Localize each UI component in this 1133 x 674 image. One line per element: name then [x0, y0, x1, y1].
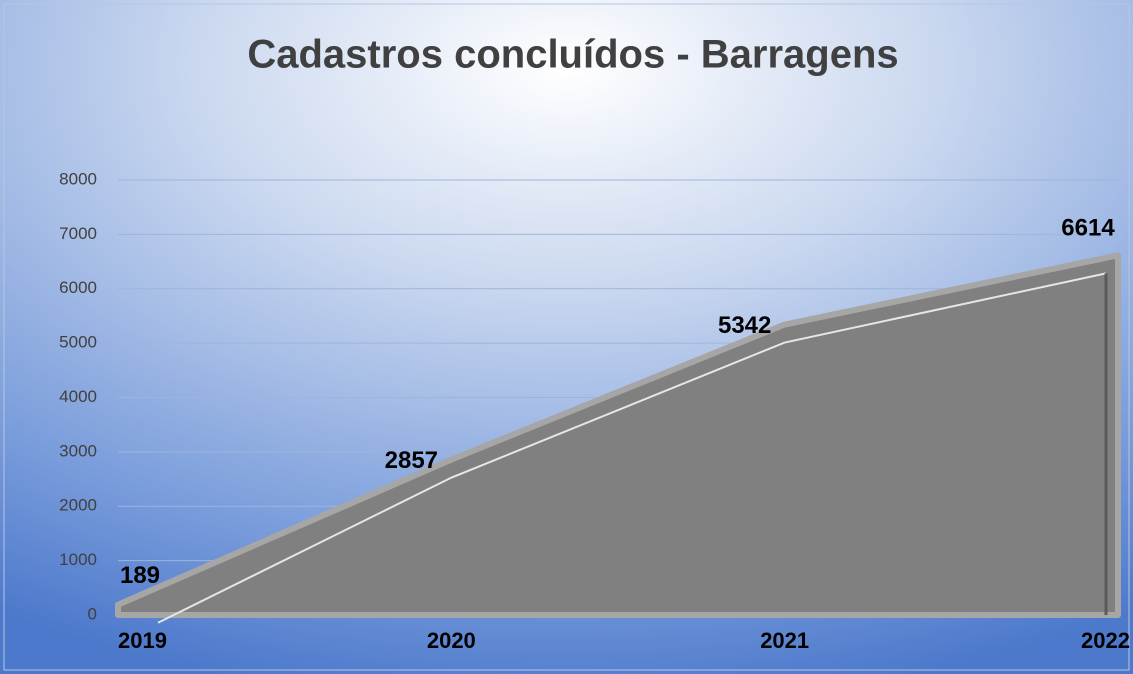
- y-tick-label: 2000: [59, 496, 97, 515]
- y-tick-label: 5000: [59, 333, 97, 352]
- chart-title: Cadastros concluídos - Barragens: [247, 33, 898, 77]
- y-tick-label: 7000: [59, 224, 97, 243]
- data-label: 189: [120, 562, 160, 589]
- y-tick-label: 8000: [59, 169, 97, 188]
- y-tick-label: 0: [88, 604, 97, 623]
- data-label: 2857: [385, 447, 438, 474]
- x-tick-label: 2021: [760, 628, 809, 653]
- y-tick-label: 3000: [59, 441, 97, 460]
- x-tick-label: 2022: [1081, 628, 1130, 653]
- x-tick-label: 2020: [427, 628, 476, 653]
- x-tick-label: 2019: [118, 628, 167, 653]
- chart-border: [3, 3, 1130, 671]
- y-tick-label: 6000: [59, 278, 97, 297]
- data-label: 6614: [1061, 215, 1115, 242]
- area: [115, 252, 1121, 618]
- area-highlight: [157, 272, 1107, 624]
- y-tick-label: 4000: [59, 387, 97, 406]
- data-label: 5342: [718, 312, 771, 339]
- y-tick-label: 1000: [59, 550, 97, 569]
